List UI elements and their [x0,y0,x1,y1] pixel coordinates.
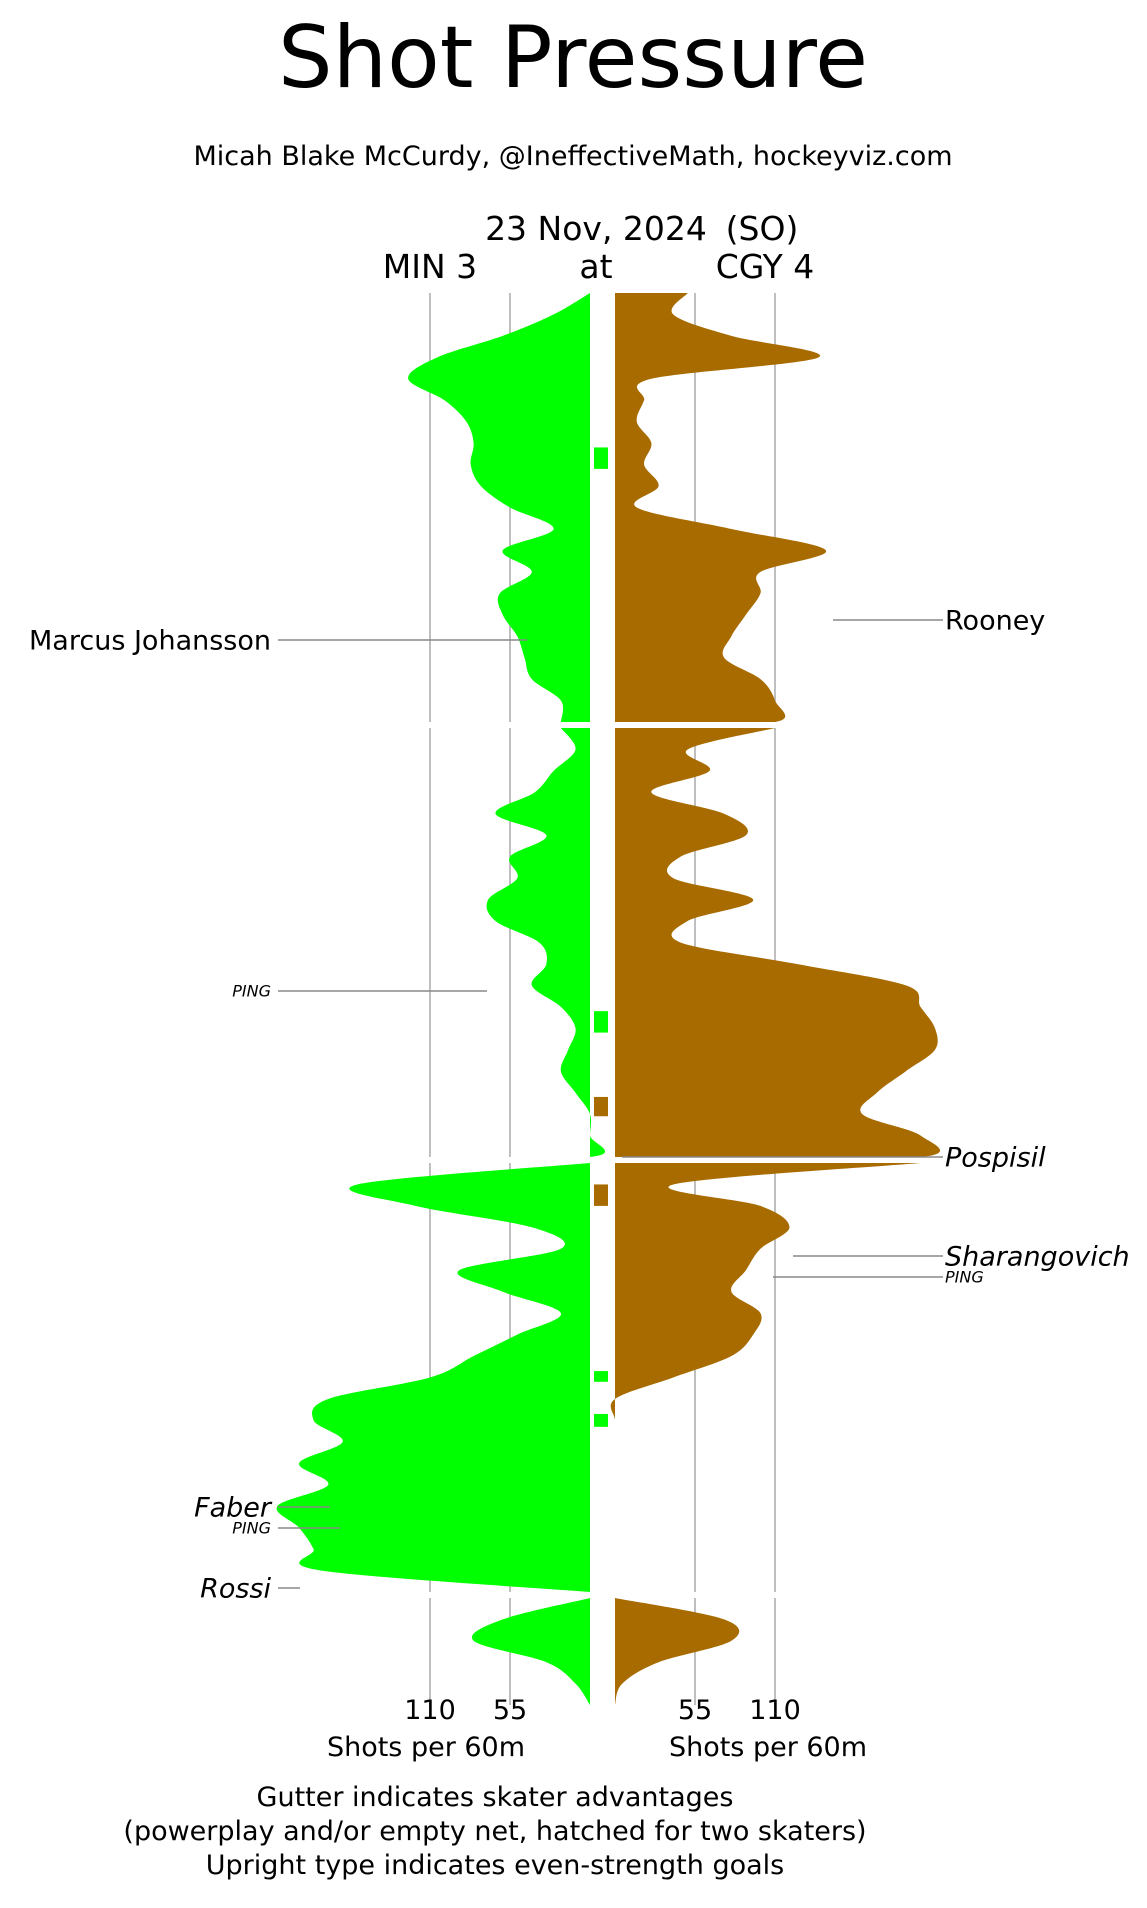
right-annotation-label: Sharangovich [945,1241,1130,1272]
left-annotation-label: PING [232,1519,271,1538]
period-separator [280,1592,980,1598]
right-tick-label: 55 [678,1695,712,1726]
away-pressure-period-OT [471,1598,590,1705]
at-label: at [579,247,612,286]
left-annotation-label: Faber [194,1492,273,1523]
away-advantage-block [594,1371,608,1382]
period-separators [280,722,980,1598]
left-annotation-label: Marcus Johansson [29,625,271,656]
footnote-line-3: Upright type indicates even-strength goa… [206,1850,784,1881]
left-annotation-label: PING [232,982,271,1001]
home-advantage-block [594,1184,608,1206]
away-advantage-block [594,1413,608,1427]
period-separator [280,1157,980,1163]
axis-ticks: 110 55 55 110 [404,1695,801,1726]
footnote-line-2: (powerplay and/or empty net, hatched for… [123,1816,866,1847]
left-tick-label: 110 [404,1695,456,1726]
right-annotation-label: Pospisil [945,1142,1046,1173]
away-pressure-period-3 [276,1163,610,1594]
home-pressure-period-2 [615,728,941,1159]
home-advantage-block [594,1096,608,1117]
home-team-score: CGY 4 [716,247,815,286]
game-result-tag: (SO) [726,209,799,248]
home-pressure-period-3 [610,1163,921,1594]
chart-title: Shot Pressure [278,8,868,108]
pressure-areas [276,293,941,1705]
chart-subtitle: Micah Blake McCurdy, @IneffectiveMath, h… [193,141,952,172]
home-pressure-period-1 [615,293,827,724]
period-separator [280,722,980,728]
right-annotation-label: Rooney [945,605,1045,636]
footnote-line-1: Gutter indicates skater advantages [257,1782,734,1813]
advantage-gutter [594,447,608,1427]
left-tick-label: 55 [493,1695,527,1726]
away-pressure-period-2 [386,728,606,1159]
right-tick-label: 110 [749,1695,801,1726]
away-advantage-block [594,447,608,469]
away-team-score: MIN 3 [383,247,477,286]
goal-annotations: Marcus JohanssonPINGFaberPINGRossiRooney… [29,605,1130,1604]
away-advantage-block [594,1011,608,1033]
right-axis-label: Shots per 60m [669,1732,867,1763]
away-pressure-period-1 [408,293,590,724]
game-date: 23 Nov, 2024 [485,209,707,248]
left-axis-label: Shots per 60m [327,1732,525,1763]
home-pressure-period-OT [615,1598,740,1705]
right-annotation-label: PING [945,1268,984,1287]
left-annotation-label: Rossi [200,1573,271,1604]
